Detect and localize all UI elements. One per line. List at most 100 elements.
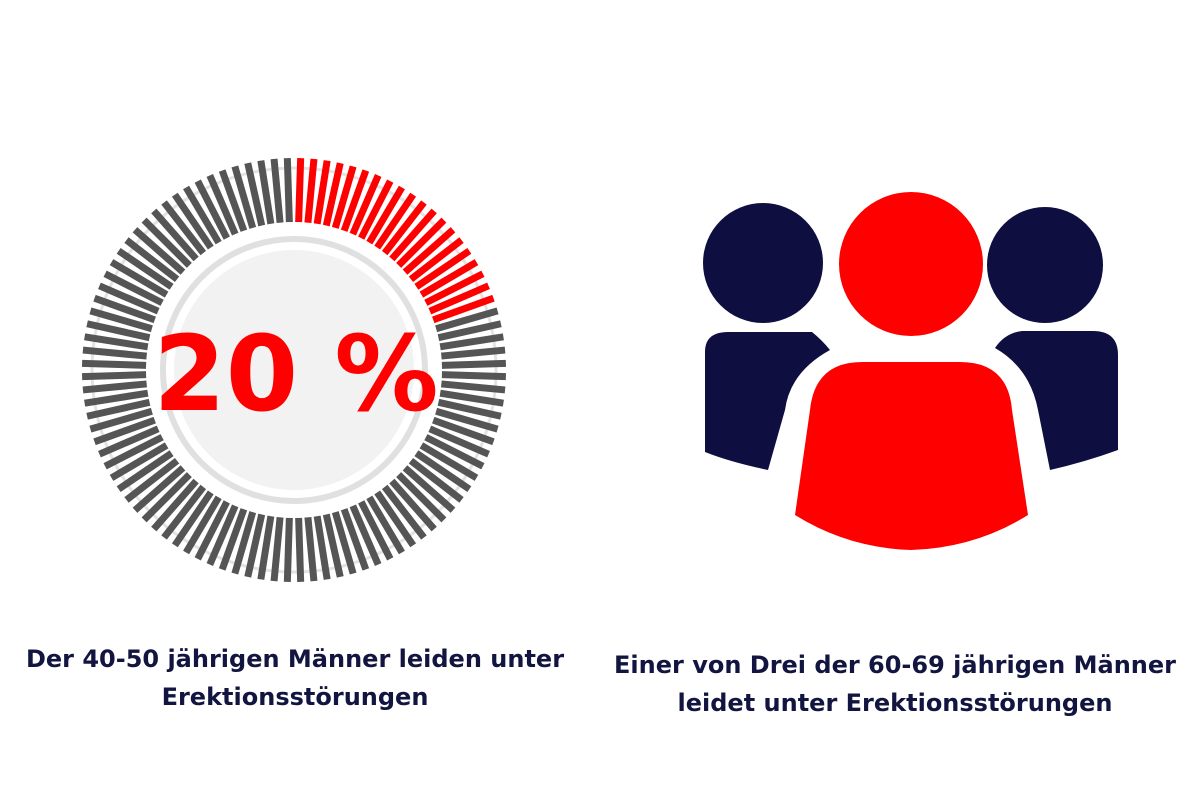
gauge-tick-empty [396, 472, 447, 523]
gauge-inner-ring [160, 236, 428, 504]
gauge-tick-filled [374, 192, 417, 250]
gauge-tick-empty [132, 465, 186, 513]
gauge-tick-filled [295, 157, 305, 223]
gauge-tick-empty [441, 380, 506, 394]
gauge-tick-empty [93, 416, 156, 446]
gauge-tick-empty [206, 174, 239, 236]
gauge-tick-empty [132, 227, 186, 275]
gauge-tick-filled [304, 158, 318, 223]
gauge-tick-filled [381, 200, 427, 256]
gauge-tick-empty [322, 513, 344, 578]
gauge-tick-empty [82, 380, 147, 394]
gauge-tick-filled [428, 282, 490, 315]
gauge-tick-empty [151, 208, 199, 262]
person-center-icon [795, 192, 1028, 550]
right-caption: Einer von Drei der 60-69 jährigen Männer… [610, 646, 1180, 722]
gauge-tick-empty [432, 416, 495, 446]
gauge-tick-empty [313, 515, 331, 580]
gauge-tick-empty [270, 158, 284, 223]
gauge-tick-filled [408, 237, 464, 283]
gauge-tick-empty [441, 359, 507, 369]
gauge-tick-filled [402, 227, 456, 275]
gauge-tick-filled [389, 208, 437, 262]
gauge-tick-empty [437, 320, 502, 342]
gauge-tick-filled [331, 165, 357, 229]
percentage-gauge: 20 % [81, 157, 507, 583]
gauge-tick-empty [283, 157, 293, 223]
gauge-tick-empty [86, 398, 151, 420]
right-caption-line-2: leidet unter Erektionsstörungen [677, 689, 1113, 717]
gauge-tick-filled [349, 174, 382, 236]
gauge-tick-empty [295, 517, 305, 583]
gauge-tick-empty [84, 333, 149, 351]
gauge-tick-empty [439, 389, 504, 407]
gauge-tick-empty [218, 169, 248, 232]
left-caption-line-1: Der 40-50 jährigen Männer leiden unter [25, 645, 565, 673]
gauge-tick-empty [116, 247, 174, 290]
gauge-tick-filled [322, 162, 344, 227]
gauge-tick-empty [171, 490, 214, 548]
gauge-tick-filled [358, 179, 394, 240]
gauge-tick-empty [283, 517, 293, 583]
gauge-tick-empty [124, 237, 180, 283]
gauge-value-label: 20 % [153, 313, 438, 435]
gauge-tick-empty [109, 259, 169, 298]
gauge-tick-empty [86, 320, 151, 342]
gauge-tick-empty [435, 307, 499, 333]
gauge-inner-disc [174, 250, 414, 490]
gauge-tick-empty [435, 407, 499, 433]
person-right-icon [987, 207, 1118, 470]
gauge-tick-empty [424, 434, 485, 470]
gauge-tick-empty [151, 478, 199, 532]
gauge-tick-empty [231, 511, 257, 575]
gauge-tick-empty [257, 515, 275, 580]
gauge-tick-empty [171, 192, 214, 250]
gauge-tick-empty [141, 472, 192, 523]
gauge-tick-empty [194, 500, 230, 561]
gauge-tick-empty [84, 389, 149, 407]
gauge-tick-empty [81, 371, 147, 381]
gauge-tick-empty [103, 270, 164, 306]
left-caption-line-2: Erektionsstörungen [161, 683, 429, 711]
gauge-tick-empty [358, 500, 394, 561]
gauge-tick-filled [432, 294, 495, 324]
gauge-tick-empty [231, 165, 257, 229]
gauge-tick-filled [340, 169, 370, 232]
gauge-tick-empty [441, 371, 507, 381]
gauge-tick-empty [428, 425, 490, 458]
gauge-tick-empty [194, 179, 230, 240]
gauge-outer-ring [90, 166, 498, 574]
gauge-tick-empty [270, 517, 284, 582]
gauge-tick-empty [98, 425, 160, 458]
gauge-tick-filled [419, 259, 479, 298]
gauge-tick-empty [124, 457, 180, 503]
gauge-tick-empty [389, 478, 437, 532]
gauge-tick-filled [366, 185, 405, 245]
gauge-tick-empty [116, 450, 174, 493]
gauge-tick-empty [366, 495, 405, 555]
gauge-tick-empty [381, 484, 427, 540]
gauge-tick-empty [82, 346, 147, 360]
gauge-tick-empty [89, 407, 153, 433]
gauge-tick-empty [218, 508, 248, 571]
gauge-tick-empty [81, 359, 147, 369]
gauge-tick-empty [374, 490, 417, 548]
gauge-tick-empty [93, 294, 156, 324]
gauge-tick-filled [414, 247, 472, 290]
gauge-tick-empty [103, 434, 164, 470]
gauge-tick-empty [141, 217, 192, 268]
gauge-tick-empty [161, 484, 207, 540]
right-caption-line-1: Einer von Drei der 60-69 jährigen Männer [614, 651, 1176, 679]
gauge-tick-empty [349, 504, 382, 566]
gauge-tick-empty [340, 508, 370, 571]
gauge-tick-empty [244, 513, 266, 578]
gauge-tick-empty [244, 162, 266, 227]
gauge-tick-empty [206, 504, 239, 566]
gauge-tick-empty [437, 398, 502, 420]
gauge-tick-empty [419, 442, 479, 481]
left-caption: Der 40-50 jährigen Männer leiden unter E… [20, 640, 570, 716]
gauge-tick-empty [414, 450, 472, 493]
gauge-tick-filled [424, 270, 485, 306]
gauge-tick-empty [408, 457, 464, 503]
